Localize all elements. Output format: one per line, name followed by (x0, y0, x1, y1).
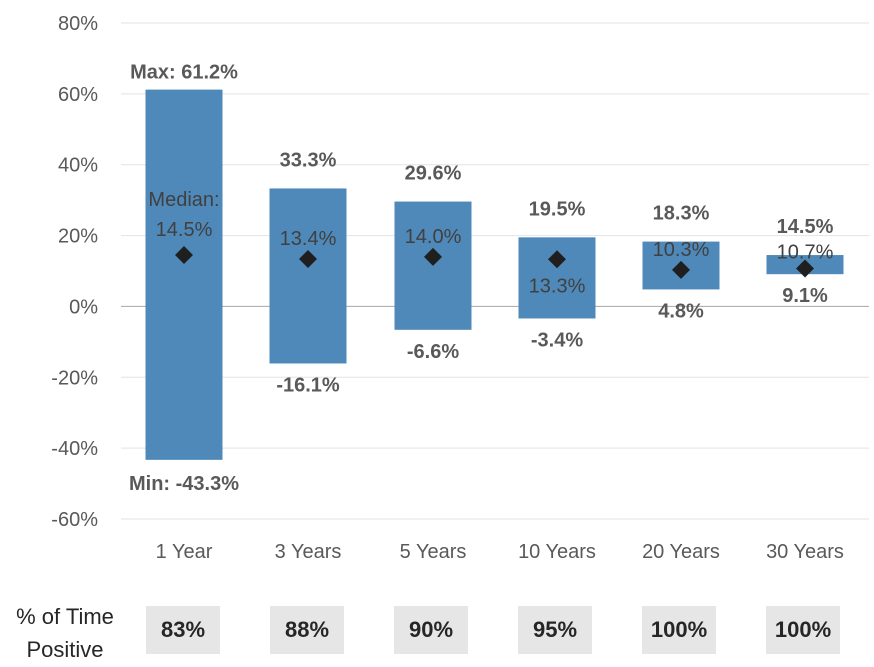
median-marker-3-years (299, 249, 317, 268)
y-tick-label: 60% (58, 84, 98, 106)
median-label-10-years: 13.3% (529, 275, 586, 297)
min-label-3-years: -16.1% (276, 374, 340, 396)
percent-positive-5-years: 90% (394, 606, 468, 654)
range-bar-3-years (269, 188, 347, 364)
y-tick-label: -40% (51, 438, 98, 460)
median-label-1-year: 14.5% (156, 219, 213, 241)
max-label-5-years: 29.6% (405, 163, 462, 185)
category-label-3-years: 3 Years (275, 541, 342, 563)
max-label-30-years: 14.5% (777, 216, 834, 238)
max-label-3-years: 33.3% (280, 149, 337, 171)
median-markers (175, 246, 814, 279)
max-label-20-years: 18.3% (653, 203, 710, 225)
percent-positive-30-years: 100% (766, 606, 840, 654)
median-marker-20-years (672, 260, 690, 279)
median-marker-5-years (424, 247, 442, 266)
x-axis-category-labels: 1 Year 3 Years 5 Years 10 Years 20 Years 30 Y… (156, 541, 844, 563)
median-title-label: Median: (148, 189, 219, 211)
percent-positive-3-years: 88% (270, 606, 344, 654)
percent-positive-10-years: 95% (518, 606, 592, 654)
category-label-10-years: 10 Years (518, 541, 596, 563)
median-marker-30-years (796, 259, 814, 278)
median-marker-1-year (175, 246, 193, 265)
y-tick-label: 80% (58, 13, 98, 35)
y-axis-tick-labels: 80% 60% 40% 20% 0% -20% -40% -60% (51, 13, 98, 531)
median-label-3-years: 13.4% (280, 228, 337, 250)
percent-positive-20-years: 100% (642, 606, 716, 654)
percent-time-positive-label: % of Time Positive (16, 604, 114, 662)
gridlines (121, 22, 869, 520)
category-label-20-years: 20 Years (642, 541, 720, 563)
y-tick-label: 0% (69, 296, 98, 318)
category-label-1-year: 1 Year (156, 541, 213, 563)
max-label-1-year: Max: 61.2% (130, 62, 238, 84)
range-bar-1-year (145, 89, 223, 460)
min-label-10-years: -3.4% (531, 329, 583, 351)
max-label-10-years: 19.5% (529, 198, 586, 220)
data-labels: Max: 61.2% Min: -43.3% 14.5% Median: 33.3% -1… (129, 62, 834, 495)
min-label-30-years: 9.1% (782, 285, 828, 307)
min-label-1-year: Min: -43.3% (129, 473, 239, 495)
percent-positive-1-year: 83% (146, 606, 220, 654)
range-bars (145, 89, 844, 460)
y-tick-label: 20% (58, 226, 98, 248)
y-tick-label: -60% (51, 509, 98, 531)
median-label-30-years: 10.7% (777, 242, 834, 264)
median-marker-10-years (548, 250, 566, 269)
range-chart: 80% 60% 40% 20% 0% -20% -40% -60% Max: 61.2% Min… (51, 13, 869, 563)
y-tick-label: 40% (58, 155, 98, 177)
min-label-20-years: 4.8% (658, 300, 704, 322)
category-label-30-years: 30 Years (766, 541, 844, 563)
min-label-5-years: -6.6% (407, 341, 459, 363)
median-label-20-years: 10.3% (653, 239, 710, 261)
y-tick-label: -20% (51, 367, 98, 389)
median-label-5-years: 14.0% (405, 226, 462, 248)
category-label-5-years: 5 Years (400, 541, 467, 563)
